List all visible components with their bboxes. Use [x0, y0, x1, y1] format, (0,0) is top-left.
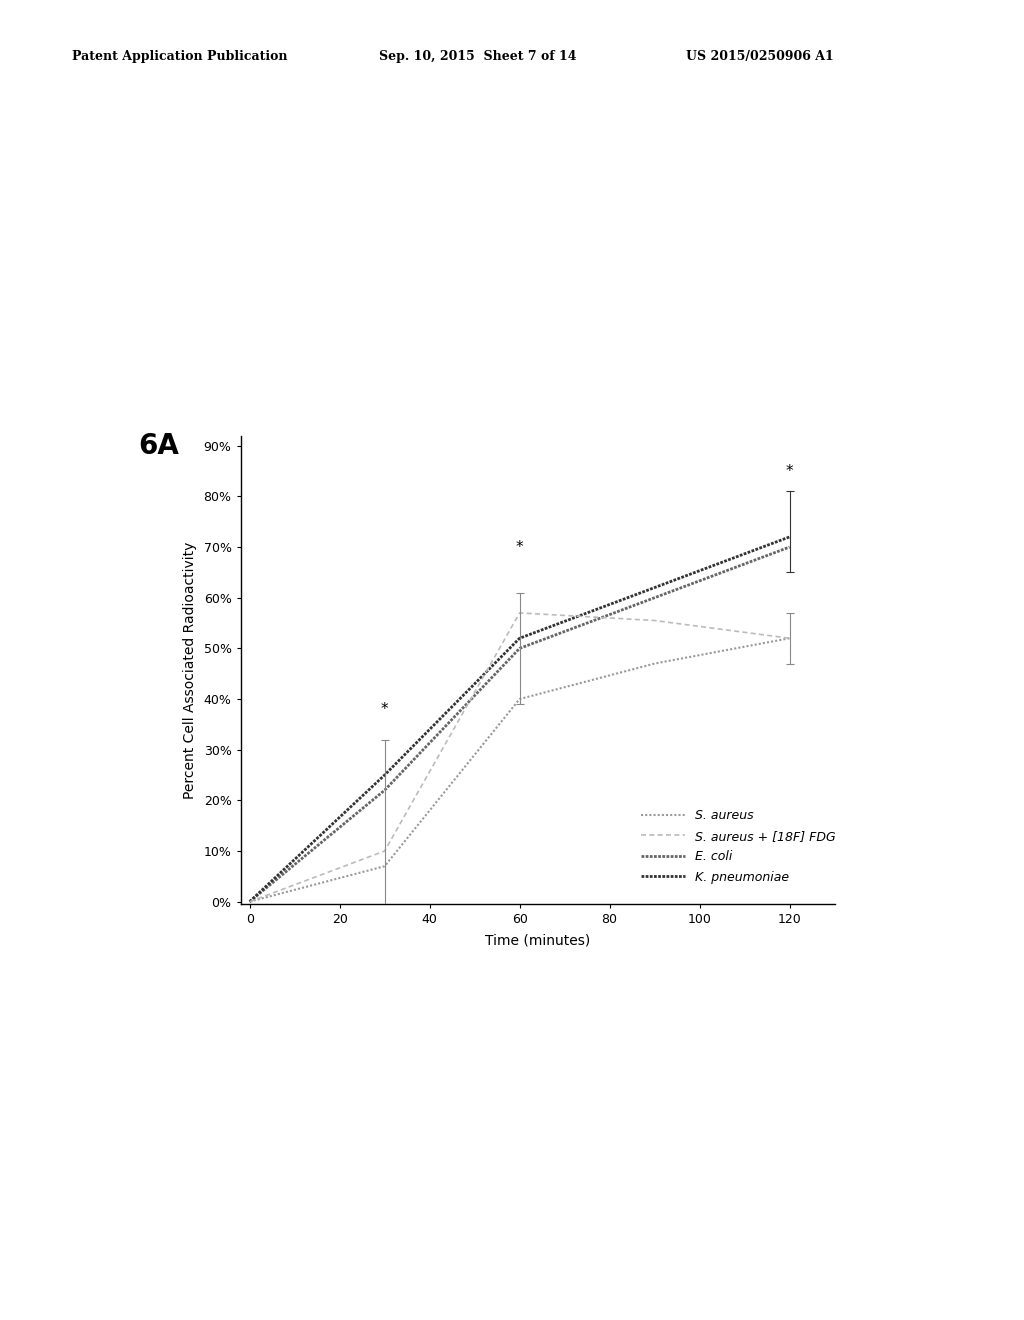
Text: Patent Application Publication: Patent Application Publication	[72, 50, 287, 63]
Y-axis label: Percent Cell Associated Radioactivity: Percent Cell Associated Radioactivity	[182, 541, 197, 799]
Text: US 2015/0250906 A1: US 2015/0250906 A1	[686, 50, 834, 63]
Legend: S. aureus, S. aureus + [18F] FDG, E. coli, K. pneumoniae: S. aureus, S. aureus + [18F] FDG, E. col…	[636, 804, 840, 888]
Text: Sep. 10, 2015  Sheet 7 of 14: Sep. 10, 2015 Sheet 7 of 14	[379, 50, 577, 63]
Text: *: *	[381, 702, 388, 717]
Text: 6A: 6A	[138, 432, 179, 459]
X-axis label: Time (minutes): Time (minutes)	[485, 933, 590, 948]
Text: *: *	[516, 540, 523, 554]
Text: *: *	[785, 463, 794, 479]
